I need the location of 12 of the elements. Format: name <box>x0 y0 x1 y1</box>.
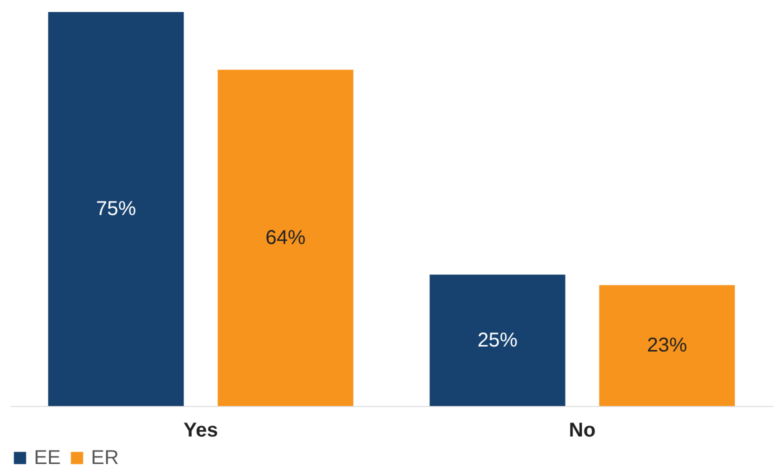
data-label: 75% <box>96 198 136 220</box>
x-tick-label: No <box>568 420 596 442</box>
data-label: 25% <box>477 329 518 352</box>
x-tick-label: Yes <box>184 420 218 442</box>
bar <box>430 274 566 406</box>
legend-label: EE <box>34 447 61 469</box>
bar <box>218 70 354 406</box>
bar <box>599 285 735 406</box>
bar <box>48 12 184 406</box>
data-label: 64% <box>266 226 306 249</box>
legend-label: ER <box>91 447 119 469</box>
data-label: 23% <box>647 334 688 357</box>
